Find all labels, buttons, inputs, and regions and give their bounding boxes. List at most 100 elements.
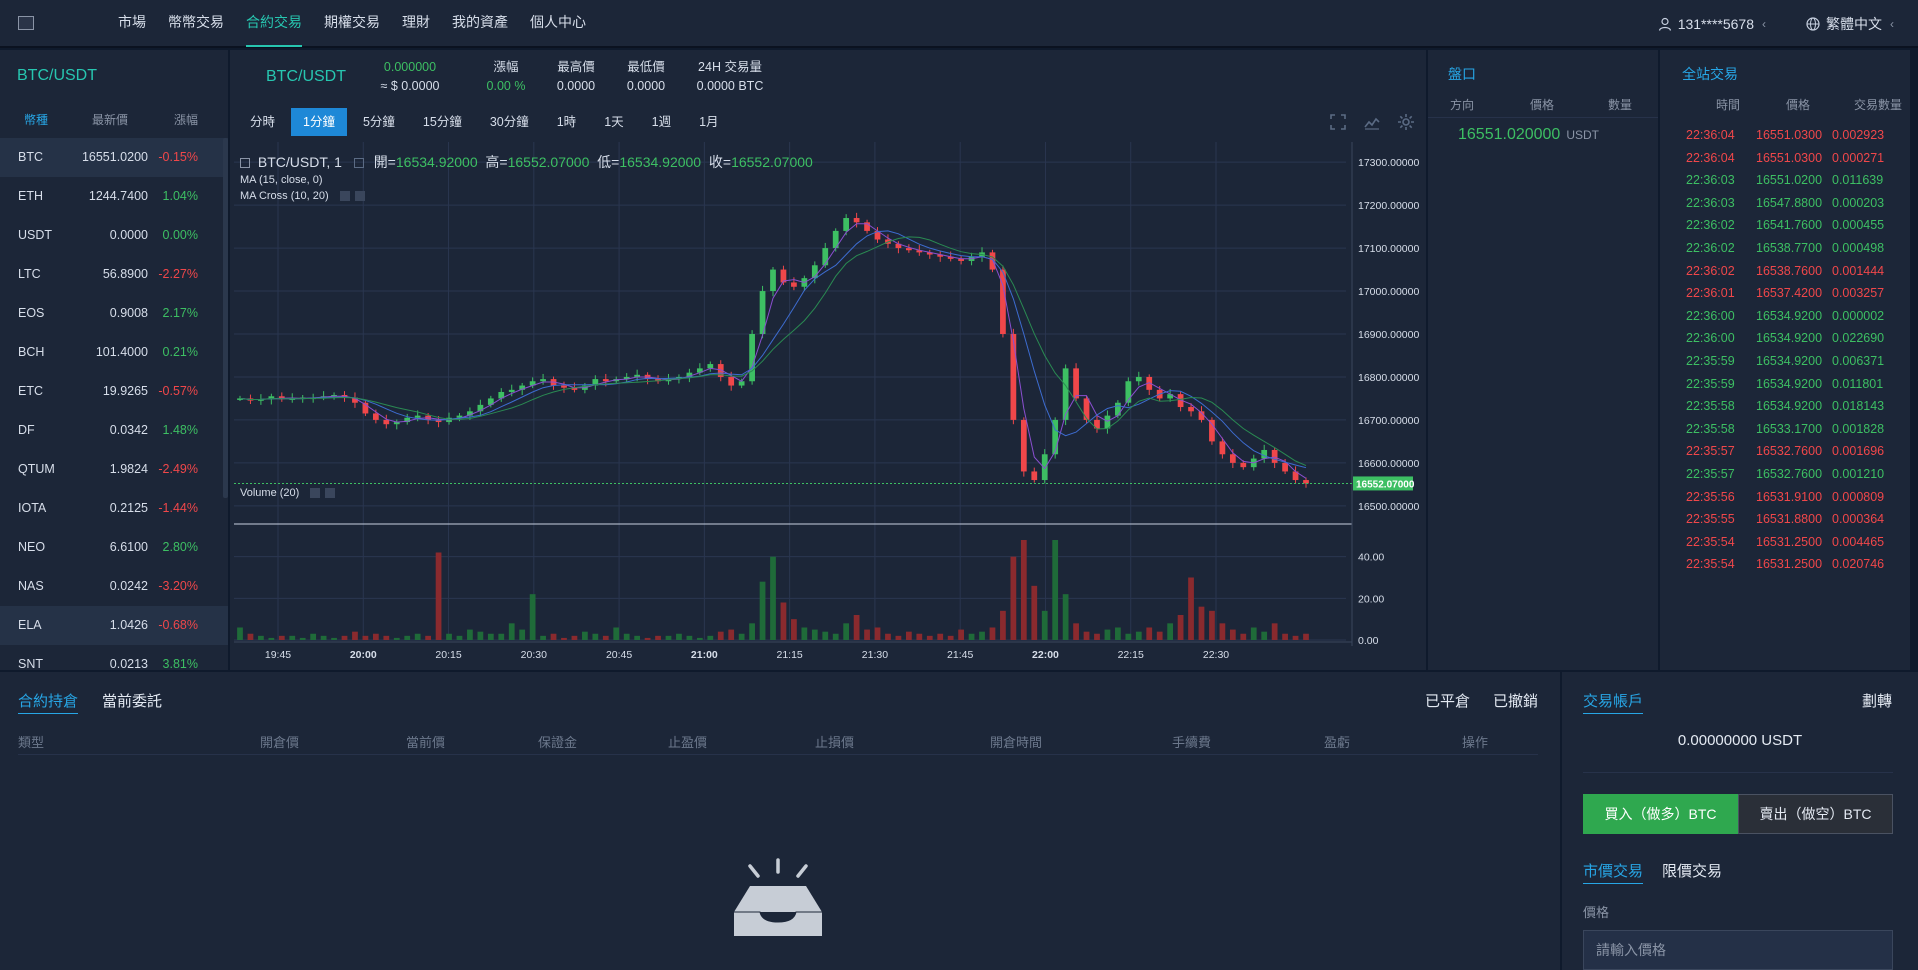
settings-icon[interactable] <box>339 191 350 202</box>
col-coin[interactable]: 幣種 <box>24 113 49 127</box>
trade-row: 22:35:59 16534.9200 0.011801 <box>1660 377 1910 397</box>
positions-col-2: 當前價 <box>406 735 446 750</box>
nav-item-4[interactable]: 理財 <box>402 14 430 30</box>
interval-tab-2[interactable]: 5分鐘 <box>362 115 395 129</box>
nav-item-1[interactable]: 幣幣交易 <box>168 14 224 30</box>
nav-item-5[interactable]: 我的資產 <box>452 14 508 30</box>
trade-amount: 0.000203 <box>1832 195 1885 210</box>
trades-title[interactable]: 全站交易 <box>1682 66 1738 82</box>
close-icon[interactable] <box>354 191 365 202</box>
trade-time: 22:36:03 <box>1686 173 1735 188</box>
candle-body <box>498 391 505 399</box>
tab-open-orders[interactable]: 當前委託 <box>102 693 163 710</box>
ticker-low-value: 0.0000 <box>626 79 666 93</box>
tab-limit-order[interactable]: 限價交易 <box>1662 863 1723 880</box>
time-tick-label: 21:00 <box>691 649 718 661</box>
market-price: 0.0213 <box>109 657 148 670</box>
volume-bar <box>634 635 641 640</box>
volume-bar <box>728 629 735 640</box>
col-trade-price: 價格 <box>1786 98 1811 112</box>
market-row[interactable]: ETC 19.9265 -0.57% <box>0 372 228 411</box>
market-row[interactable]: QTUM 1.9824 -2.49% <box>0 450 228 489</box>
candle-body <box>237 398 243 400</box>
settings-icon[interactable] <box>310 488 321 499</box>
volume-bar <box>759 581 766 640</box>
candle-body <box>1020 419 1027 472</box>
open-label: 開= <box>373 154 396 170</box>
cancelled-button[interactable]: 已撤銷 <box>1493 693 1539 710</box>
candlestick-chart[interactable]: 17300.00000 17200.00000 17100.00000 17000.0… <box>234 142 1422 670</box>
ticker-high: 最高價 0.0000 <box>526 58 626 96</box>
indicator-icon[interactable] <box>1362 112 1382 132</box>
market-row[interactable]: IOTA 0.2125 -1.44% <box>0 489 228 528</box>
col-last-price[interactable]: 最新價 <box>91 113 128 127</box>
account-title[interactable]: 交易帳戶 <box>1583 690 1644 714</box>
market-row[interactable]: NAS 0.0242 -3.20% <box>0 567 228 606</box>
trade-row: 22:36:01 16537.4200 0.003257 <box>1660 286 1910 306</box>
nav-item-6[interactable]: 個人中心 <box>530 14 586 30</box>
volume-bar <box>1010 556 1017 640</box>
nav-item-2[interactable]: 合約交易 <box>246 0 302 47</box>
market-row[interactable]: NEO 6.6100 2.80% <box>0 528 228 567</box>
orderbook-title[interactable]: 盤口 <box>1448 66 1476 82</box>
market-row[interactable]: BTC 16551.0200 -0.15% <box>0 138 228 177</box>
market-row[interactable]: ELA 1.0426 -0.68% <box>0 606 228 645</box>
ticker-low: 最低價 0.0000 <box>596 58 696 96</box>
interval-tab-5[interactable]: 1時 <box>556 115 577 129</box>
candle-body <box>947 256 954 259</box>
positions-col-3: 保證金 <box>538 735 578 750</box>
market-row[interactable]: BCH 101.4000 0.21% <box>0 333 228 372</box>
market-row[interactable]: SNT 0.0213 3.81% <box>0 645 228 670</box>
nav-item-3[interactable]: 期權交易 <box>324 14 380 30</box>
market-row[interactable]: USDT 0.0000 0.00% <box>0 216 228 255</box>
buy-long-button[interactable]: 買入（做多）BTC <box>1583 794 1738 834</box>
interval-tab-8[interactable]: 1月 <box>699 115 719 129</box>
transfer-button[interactable]: 劃轉 <box>1861 693 1892 710</box>
interval-tab-3[interactable]: 15分鐘 <box>422 115 462 129</box>
market-row[interactable]: DF 0.0342 1.48% <box>0 411 228 450</box>
user-menu[interactable]: 131****5678 ‹ <box>1658 16 1766 32</box>
closed-button[interactable]: 已平倉 <box>1425 693 1471 710</box>
orderbook-last-price: 16551.020000 USDT <box>1458 126 1599 144</box>
ticker-volume-label: 24H 交易量 <box>698 60 762 74</box>
fullscreen-icon[interactable] <box>1328 112 1348 132</box>
candle-body <box>1083 398 1090 420</box>
interval-tab-1[interactable]: 1分鐘 <box>291 108 347 136</box>
chart-collapse-icon[interactable] <box>240 158 250 169</box>
gear-icon[interactable] <box>1396 112 1416 132</box>
trade-price: 16538.7600 <box>1756 263 1823 278</box>
volume-bar <box>446 633 452 640</box>
volume-bar <box>456 635 463 640</box>
market-symbol: NAS <box>18 579 44 593</box>
market-row[interactable]: EOS 0.9008 2.17% <box>0 294 228 333</box>
candle-body <box>832 230 839 249</box>
logo-image[interactable] <box>18 16 34 30</box>
orderbook-panel: 盤口 方向 價格 數量 16551.020000 USDT <box>1428 50 1658 670</box>
market-row[interactable]: ETH 1244.7400 1.04% <box>0 177 228 216</box>
volume-bar <box>487 633 494 640</box>
settings-icon[interactable] <box>353 158 364 169</box>
trade-price: 16537.4200 <box>1756 286 1823 301</box>
interval-tab-7[interactable]: 1週 <box>651 115 672 129</box>
tab-market-order[interactable]: 市價交易 <box>1583 860 1644 884</box>
volume-bar <box>404 635 411 640</box>
language-selector[interactable]: 繁體中文 ‹ <box>1806 14 1894 34</box>
interval-tab-0[interactable]: 分時 <box>250 115 276 129</box>
volume-bar <box>644 637 651 640</box>
nav-item-0[interactable]: 市場 <box>118 14 146 30</box>
price-input[interactable] <box>1583 930 1893 970</box>
interval-tab-6[interactable]: 1天 <box>604 115 624 129</box>
tab-positions[interactable]: 合約持倉 <box>18 690 79 714</box>
volume-bar <box>320 635 327 640</box>
sell-short-button[interactable]: 賣出（做空）BTC <box>1738 794 1893 834</box>
market-row[interactable]: LTC 56.8900 -2.27% <box>0 255 228 294</box>
price-tick-label: 17000.00000 <box>1358 286 1419 298</box>
price-chart[interactable]: 17300.00000 17200.00000 17100.00000 17000.0… <box>234 142 1422 670</box>
volume-bar <box>561 637 567 640</box>
candle-body <box>1000 269 1006 334</box>
market-list-scrollbar[interactable] <box>223 138 228 498</box>
interval-tab-4[interactable]: 30分鐘 <box>489 115 529 129</box>
price-tick-label: 16700.00000 <box>1358 415 1419 427</box>
col-change[interactable]: 漲幅 <box>173 113 198 127</box>
close-icon[interactable] <box>325 488 336 499</box>
